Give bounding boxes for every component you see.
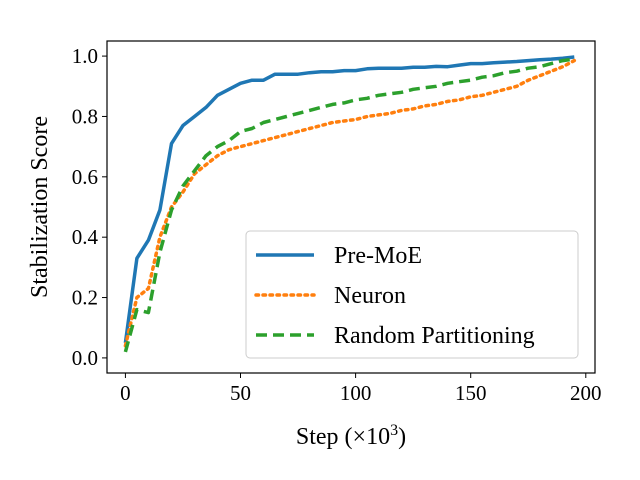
x-axis-label-exponent: 3 [390,422,398,439]
series-line-3 [123,57,575,353]
y-tick-label: 0.6 [72,165,98,189]
x-tick-label: 50 [230,381,251,405]
legend-label-1: Pre-MoE [334,243,422,269]
y-tick-label: 0.2 [72,286,98,310]
x-tick-label: 150 [455,381,487,405]
legend-frame [245,230,579,359]
x-tick-label: 200 [570,381,602,405]
x-axis-label: Step (×103) [296,422,406,450]
series-line-1 [123,55,575,344]
plot-frame [106,40,596,374]
legend-label-2: Neuron [334,283,406,309]
y-axis-label: Stabilization Score [27,116,53,298]
y-tick-label: 0.0 [72,346,98,370]
series-line-2 [123,58,577,348]
x-tick-label: 0 [120,381,131,405]
y-tick-label: 1.0 [72,44,98,68]
y-tick-label: 0.4 [72,225,99,249]
legend: Pre-MoE Neuron Random Partitioning [245,230,579,359]
x-axis-label-close: ) [398,424,406,450]
y-tick-label: 0.8 [72,104,98,128]
x-tick-label: 100 [340,381,372,405]
legend-label-3: Random Partitioning [334,323,535,349]
ticks-layer: 0 50 100 150 200 0.0 0.2 0.4 0.6 0.8 1.0 [72,44,602,405]
series-layer [123,55,577,353]
x-axis-label-main: Step (×10 [296,424,390,450]
